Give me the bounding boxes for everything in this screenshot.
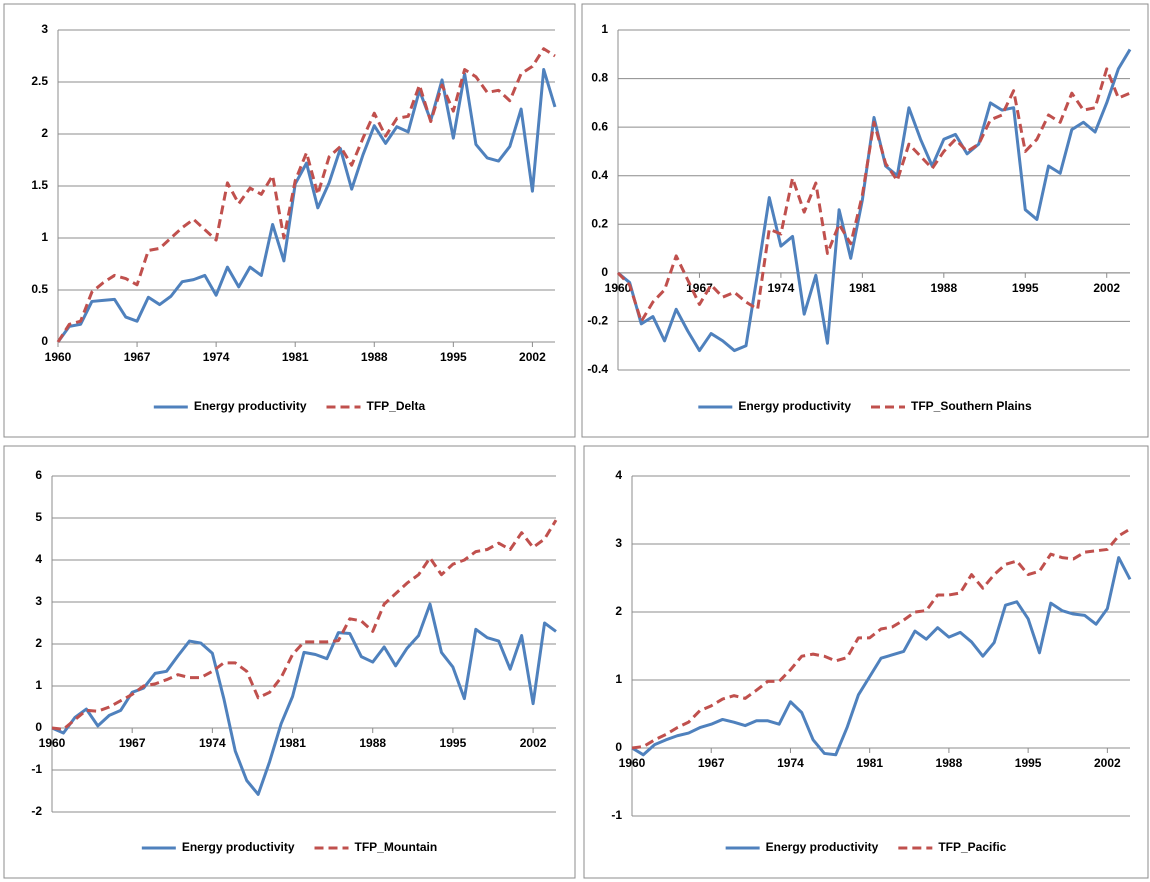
x-tick-label: 2002 [1093, 281, 1120, 295]
legend-label: TFP_Pacific [938, 840, 1006, 854]
y-tick-label: 0 [35, 720, 42, 734]
series-line [617, 48, 1132, 353]
legend-label: TFP_Southern Plains [911, 399, 1032, 413]
legend-label: Energy productivity [738, 399, 851, 413]
y-tick-label: 4 [615, 468, 622, 482]
x-tick-label: 2002 [520, 736, 547, 750]
panel-border [583, 445, 1149, 879]
x-tick-label: 1974 [199, 736, 226, 750]
x-tick-label: 1960 [605, 281, 632, 295]
series-line [51, 602, 557, 796]
y-tick-label: 4 [35, 552, 42, 566]
y-tick-label: 0.6 [591, 119, 608, 133]
x-tick-label: 1974 [203, 350, 230, 364]
x-tick-label: 1981 [856, 756, 883, 770]
x-tick-label: 1995 [1015, 756, 1042, 770]
x-tick-label: 1981 [279, 736, 306, 750]
y-tick-label: 5 [35, 510, 42, 524]
y-tick-label: 2 [41, 126, 48, 140]
chart-panel: -2 -1 0 1 2 3 4 5 6 1960 1967 1974 1981 1988 1995 2002 E… [3, 445, 576, 879]
y-tick-label: -1 [611, 808, 622, 822]
y-tick-label: -1 [31, 762, 42, 776]
series-line [631, 527, 1131, 750]
x-tick-label: 2002 [519, 350, 546, 364]
y-tick-label: 6 [35, 468, 42, 482]
x-tick-label: 2002 [1094, 756, 1121, 770]
y-tick-label: 1 [615, 672, 622, 686]
y-tick-label: 1.5 [31, 178, 48, 192]
y-tick-label: 2 [615, 604, 622, 618]
y-tick-label: -0.2 [587, 314, 608, 328]
series-line [56, 68, 557, 343]
x-tick-label: 1995 [1012, 281, 1039, 295]
x-tick-label: 1995 [440, 350, 467, 364]
chart-panel: 0 0.5 1 1.5 2 2.5 3 1960 1967 1974 1981 1988 1995 200… [3, 3, 576, 438]
x-tick-label: 1988 [361, 350, 388, 364]
x-tick-label: 1974 [777, 756, 804, 770]
x-tick-label: 1960 [619, 756, 646, 770]
series-line [631, 556, 1132, 757]
y-tick-label: 0 [41, 334, 48, 348]
y-tick-label: 0 [601, 265, 608, 279]
y-tick-label: -0.4 [587, 362, 608, 376]
x-tick-label: 1988 [359, 736, 386, 750]
legend-label: TFP_Mountain [355, 840, 438, 854]
y-tick-label: 3 [41, 22, 48, 36]
legend-label: TFP_Delta [367, 399, 426, 413]
y-tick-label: 0.5 [31, 282, 48, 296]
x-tick-label: 1995 [440, 736, 467, 750]
y-tick-label: 1 [35, 678, 42, 692]
y-tick-label: 0 [615, 740, 622, 754]
series-line [616, 67, 1131, 323]
y-tick-label: -2 [31, 804, 42, 818]
legend-label: Energy productivity [194, 399, 307, 413]
x-tick-label: 1960 [39, 736, 66, 750]
y-tick-label: 3 [615, 536, 622, 550]
y-tick-label: 2.5 [31, 74, 48, 88]
y-tick-label: 0.8 [591, 71, 608, 85]
x-tick-label: 1981 [849, 281, 876, 295]
x-tick-label: 1967 [124, 350, 151, 364]
legend-label: Energy productivity [182, 840, 295, 854]
x-tick-label: 1967 [698, 756, 725, 770]
chart-panel: -1 0 1 2 3 4 1960 1967 1974 1981 1988 1995 2002 Energ… [583, 445, 1149, 879]
x-tick-label: 1967 [119, 736, 146, 750]
panel-border [581, 3, 1149, 438]
x-tick-label: 1974 [768, 281, 795, 295]
x-tick-label: 1960 [45, 350, 72, 364]
series-line [56, 47, 556, 343]
y-tick-label: 0.2 [591, 216, 608, 230]
legend-label: Energy productivity [766, 840, 879, 854]
y-tick-label: 3 [35, 594, 42, 608]
x-tick-label: 1981 [282, 350, 309, 364]
y-tick-label: 0.4 [591, 168, 608, 182]
x-tick-label: 1988 [930, 281, 957, 295]
x-tick-label: 1988 [936, 756, 963, 770]
y-tick-label: 2 [35, 636, 42, 650]
y-tick-label: 1 [41, 230, 48, 244]
y-tick-label: 1 [601, 22, 608, 36]
